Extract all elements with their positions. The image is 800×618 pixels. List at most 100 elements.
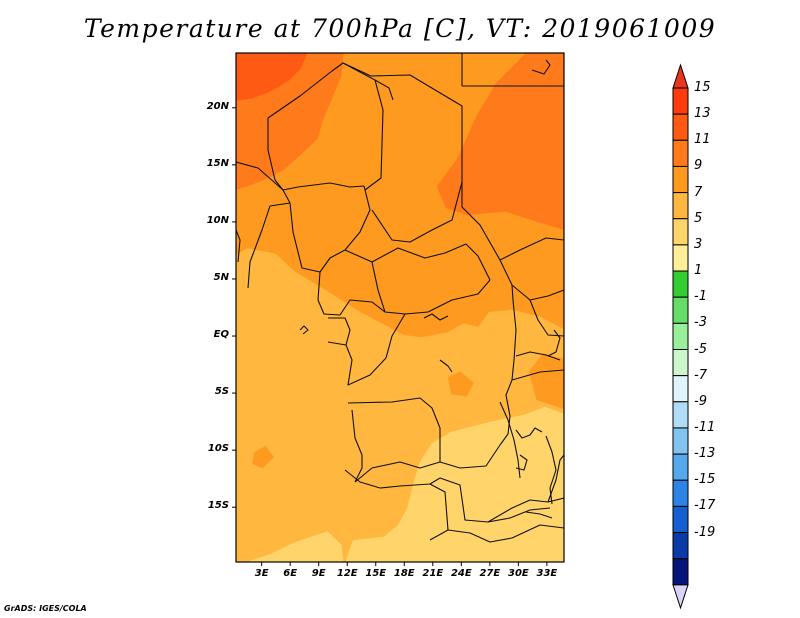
- border-cameroon: [317, 271, 386, 316]
- colorbar-over-triangle: [672, 63, 689, 89]
- colorbar-label: -17: [694, 498, 716, 514]
- border-angola-zambia: [354, 461, 441, 483]
- border-uganda-kenya: [529, 299, 564, 337]
- colorbar-swatch: [672, 453, 689, 481]
- border-mozambique: [547, 454, 564, 503]
- colorbar-swatch: [672, 192, 689, 220]
- lon-tick-label: 12E: [336, 568, 358, 579]
- lon-tick-label: 18E: [393, 568, 415, 579]
- border-nigeria-chad: [319, 185, 371, 273]
- border-misc-4: [236, 229, 241, 263]
- border-misc-5: [439, 359, 453, 373]
- lon-tick-label: 27E: [479, 568, 501, 579]
- border-misc-1: [515, 427, 543, 439]
- border-west-africa: [236, 161, 291, 289]
- border-namibia: [429, 483, 449, 541]
- border-car: [344, 243, 491, 281]
- border-lake-victoria: [515, 351, 561, 361]
- border-angola-drc: [347, 397, 501, 469]
- border-chad-sudan: [371, 181, 463, 243]
- field-region-8: [252, 445, 274, 469]
- colorbar-label: 5: [694, 210, 703, 226]
- axis-ticks: [232, 107, 548, 566]
- colorbar-label: 11: [694, 132, 711, 148]
- lon-tick-label: 9E: [311, 568, 326, 579]
- colorbar-label: -19: [694, 524, 716, 540]
- colorbar-swatch: [672, 505, 689, 534]
- colorbar-swatch: [672, 139, 689, 167]
- border-malawi: [545, 435, 557, 505]
- colorbar-label: 3: [694, 236, 703, 252]
- lon-tick-label: 6E: [283, 568, 298, 579]
- colorbar-swatch: [672, 322, 689, 351]
- lon-tick-label: 15E: [365, 568, 387, 579]
- colorbar-label: -3: [694, 315, 707, 331]
- colorbar-label: -5: [694, 341, 707, 357]
- border-car-drc: [371, 261, 491, 315]
- temperature-field: [236, 53, 564, 562]
- lon-tick-label: 21E: [422, 568, 444, 579]
- colorbar-swatch: [672, 87, 689, 115]
- border-ethiopia: [499, 237, 564, 261]
- colorbar-swatch: [672, 113, 689, 141]
- colorbar-swatch: [672, 296, 689, 324]
- colorbar-swatch: [672, 532, 689, 560]
- border-congo: [327, 313, 406, 386]
- border-angola-namibia: [344, 469, 441, 489]
- lat-tick-label: 10N: [206, 214, 229, 226]
- lat-tick-label: EQ: [213, 329, 229, 341]
- border-south-sudan: [461, 182, 564, 301]
- colorbar-label: -15: [694, 472, 716, 488]
- country-borders: [236, 53, 564, 543]
- field-region-3: [236, 53, 308, 101]
- lat-tick-label: 5N: [213, 271, 229, 283]
- border-libya-sudan: [370, 74, 463, 182]
- colorbar-swatch: [672, 558, 689, 586]
- colorbar-label: 15: [694, 80, 711, 95]
- border-misc-2: [423, 313, 449, 321]
- colorbar-swatch: [672, 479, 689, 507]
- border-lake-tanganyika: [499, 401, 521, 479]
- colorbar-under-triangle: [672, 584, 689, 610]
- plot-frame: [235, 52, 565, 563]
- colorbar-swatch: [672, 218, 689, 246]
- colorbar-label: -1: [694, 289, 707, 305]
- lon-tick-label: 30E: [507, 568, 529, 579]
- lon-tick-label: 3E: [254, 568, 269, 579]
- chart-title: Temperature at 700hPa [C], VT: 201906100…: [83, 14, 717, 43]
- field-region-7: [448, 371, 474, 397]
- border-algeria-niger: [267, 62, 372, 119]
- colorbar-label: 9: [694, 158, 703, 174]
- colorbar-label: -11: [694, 419, 716, 435]
- lat-tick-label: 10S: [207, 443, 229, 455]
- border-libya-chad: [342, 62, 394, 101]
- border-drc-east: [499, 284, 517, 446]
- border-misc-9: [299, 325, 309, 335]
- colorbar-label: -7: [694, 367, 707, 383]
- lat-tick-label: 15N: [206, 157, 229, 169]
- border-mali-niger: [267, 118, 284, 191]
- field-region-4: [436, 53, 564, 230]
- border-niger-south: [282, 182, 365, 191]
- field-region-5: [345, 406, 564, 562]
- colorbar-label: -13: [694, 446, 716, 462]
- colorbar-label: -9: [694, 393, 707, 409]
- colorbar-label: 13: [694, 106, 711, 122]
- colorbar-swatch: [672, 244, 689, 272]
- border-misc-8: [547, 329, 561, 357]
- lat-tick-label: 15S: [207, 500, 229, 512]
- colorbar-label: 7: [694, 184, 703, 200]
- colorbar-swatch: [672, 375, 689, 403]
- colorbar-label: 1: [694, 263, 703, 279]
- colorbar-swatch: [672, 401, 689, 429]
- lon-tick-label: 33E: [536, 568, 558, 579]
- border-zambia: [439, 477, 564, 523]
- colorbar-swatch: [672, 427, 689, 455]
- border-zimbabwe: [487, 507, 551, 523]
- border-misc-7: [525, 511, 553, 519]
- colorbar-swatch: [672, 270, 689, 298]
- border-botswana: [447, 524, 564, 543]
- lat-tick-label: 5S: [214, 386, 229, 398]
- colorbar-swatch: [672, 349, 689, 377]
